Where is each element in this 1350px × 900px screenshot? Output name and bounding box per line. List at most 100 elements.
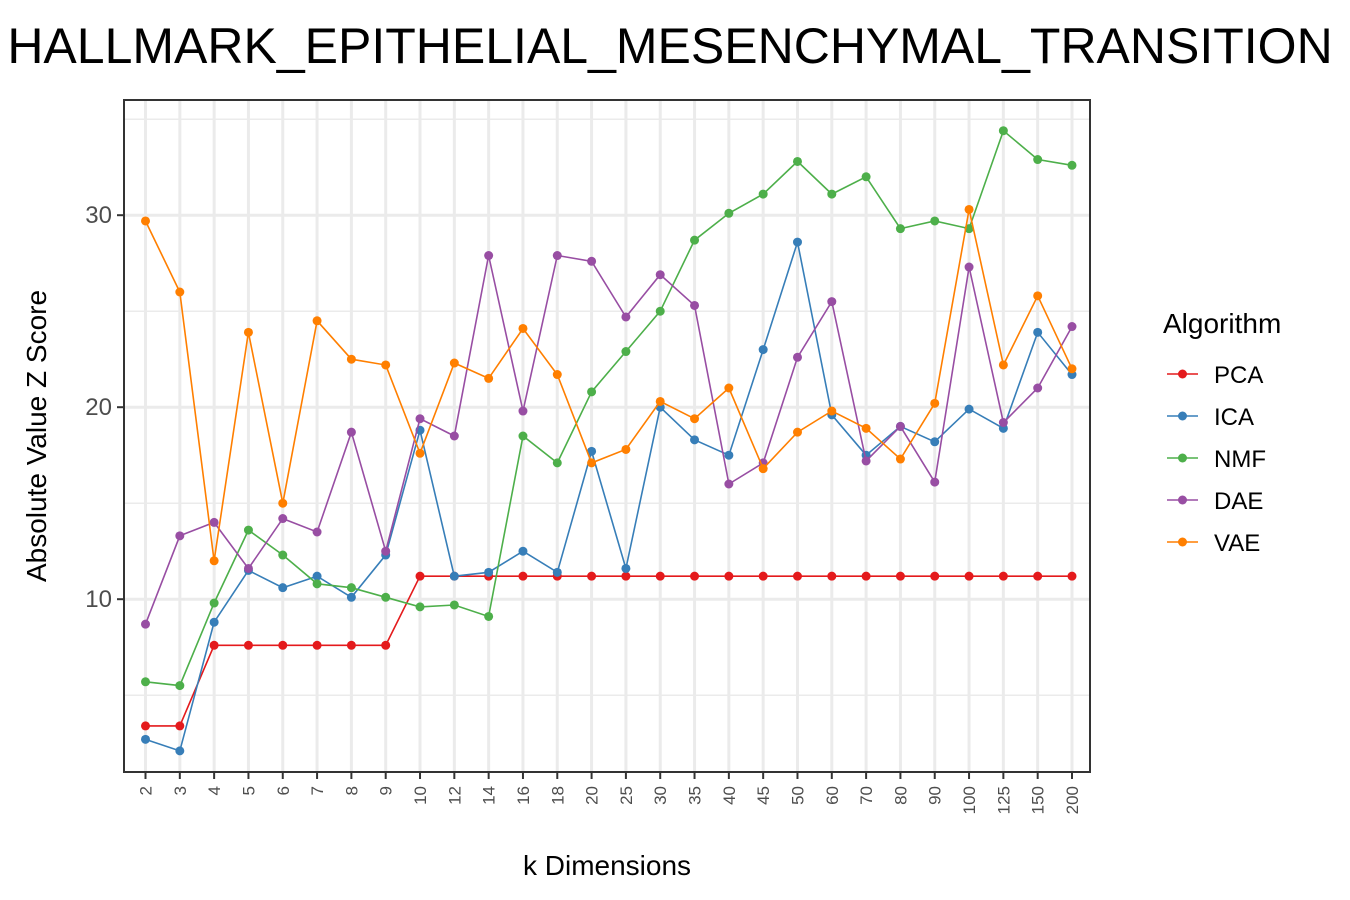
data-point-pca	[175, 721, 185, 731]
data-point-vae	[930, 398, 940, 408]
data-point-nmf	[278, 550, 288, 560]
data-point-dae	[141, 619, 150, 629]
data-point-pca	[621, 571, 631, 581]
chart-title: HALLMARK_EPITHELIAL_MESENCHYMAL_TRANSITI…	[7, 18, 1332, 74]
data-point-vae	[209, 556, 219, 566]
series-line-nmf	[145, 129, 1073, 687]
data-point-dae	[209, 517, 219, 527]
data-point-dae	[484, 251, 494, 261]
data-point-nmf	[518, 431, 528, 441]
legend-item-pca: PCA	[1167, 362, 1263, 389]
x-tick-label: 80	[891, 786, 910, 805]
data-point-pca	[278, 640, 288, 650]
data-point-ica	[518, 546, 528, 556]
plot-panel	[123, 99, 1091, 773]
x-tick-label: 2	[137, 786, 156, 795]
legend-key-point-ica	[1178, 411, 1187, 421]
data-point-pca	[141, 721, 150, 731]
data-point-ica	[930, 437, 940, 447]
data-point-dae	[861, 456, 871, 466]
data-point-pca	[895, 571, 905, 581]
legend-label-ica: ICA	[1214, 404, 1254, 431]
data-point-nmf	[449, 600, 459, 610]
x-tick-label: 14	[480, 786, 499, 805]
x-tick-label: 12	[445, 786, 464, 805]
data-point-dae	[587, 256, 597, 266]
data-point-vae	[827, 406, 837, 416]
x-tick-label: 45	[754, 786, 773, 805]
x-tick-label: 150	[1029, 786, 1048, 814]
data-point-vae	[381, 360, 391, 370]
data-point-pca	[758, 571, 768, 581]
legend-item-nmf: NMF	[1167, 446, 1266, 473]
data-point-ica	[346, 592, 356, 602]
data-point-dae	[1033, 383, 1043, 393]
data-point-ica	[552, 567, 562, 577]
legend-key-point-vae	[1178, 537, 1187, 547]
data-point-vae	[587, 458, 597, 468]
data-point-vae	[175, 287, 185, 297]
data-point-nmf	[381, 592, 391, 602]
y-tick-label: 20	[85, 394, 112, 421]
data-point-ica	[175, 746, 185, 756]
data-point-pca	[792, 571, 802, 581]
x-tick-label: 100	[960, 786, 979, 814]
data-point-nmf	[587, 387, 597, 397]
data-point-dae	[552, 251, 562, 261]
legend-title: Algorithm	[1163, 308, 1281, 339]
data-point-nmf	[724, 208, 734, 218]
legend-item-ica: ICA	[1167, 404, 1254, 431]
data-point-dae	[792, 352, 802, 362]
data-point-vae	[484, 373, 494, 383]
legend-label-nmf: NMF	[1214, 446, 1266, 473]
data-point-nmf	[484, 611, 494, 621]
data-point-pca	[964, 571, 974, 581]
legend-item-dae: DAE	[1167, 488, 1263, 515]
series-dae	[141, 251, 1077, 629]
data-point-nmf	[758, 189, 768, 199]
data-point-nmf	[792, 156, 802, 166]
data-point-pca	[243, 640, 253, 650]
data-point-vae	[552, 370, 562, 380]
data-point-pca	[861, 571, 871, 581]
x-tick-label: 3	[171, 786, 190, 795]
series-layer	[141, 126, 1077, 756]
legend-label-vae: VAE	[1214, 530, 1260, 557]
data-point-nmf	[1067, 160, 1077, 170]
data-point-ica	[792, 237, 802, 247]
plot-border	[123, 99, 1091, 773]
x-axis-title: k Dimensions	[523, 850, 691, 881]
data-point-nmf	[312, 579, 322, 589]
data-point-nmf	[346, 583, 356, 593]
data-point-vae	[243, 327, 253, 337]
x-tick-label: 200	[1063, 786, 1082, 814]
x-axis: 2 3 4 5 6 7 8 9 10 12 14 16 18 20 25 30 35 40 45 50 60 70 80 90…	[137, 772, 1082, 814]
data-point-pca	[827, 571, 837, 581]
data-point-pca	[724, 571, 734, 581]
x-tick-label: 60	[823, 786, 842, 805]
data-point-ica	[621, 563, 631, 573]
data-point-ica	[449, 571, 459, 581]
data-point-vae	[758, 464, 768, 474]
data-point-vae	[998, 360, 1008, 370]
data-point-pca	[690, 571, 700, 581]
series-line-ica	[145, 241, 1073, 752]
data-point-dae	[518, 406, 528, 416]
data-point-vae	[141, 216, 150, 226]
data-point-vae	[312, 316, 322, 326]
series-vae	[141, 204, 1077, 566]
data-point-nmf	[690, 235, 700, 245]
x-tick-label: 9	[377, 786, 396, 795]
legend-key-point-dae	[1178, 495, 1187, 505]
data-point-vae	[964, 204, 974, 214]
data-point-nmf	[243, 525, 253, 535]
data-point-pca	[1067, 571, 1077, 581]
data-point-nmf	[621, 347, 631, 357]
x-tick-label: 90	[926, 786, 945, 805]
data-point-dae	[175, 531, 185, 541]
data-point-ica	[964, 404, 974, 414]
data-point-vae	[621, 444, 631, 454]
data-point-dae	[964, 262, 974, 272]
legend-items: PCA ICA NMF DAE VAE	[1167, 362, 1266, 557]
data-point-dae	[930, 477, 940, 487]
